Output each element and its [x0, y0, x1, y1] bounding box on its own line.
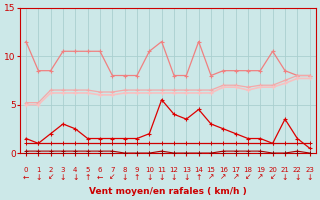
Text: ↓: ↓	[171, 172, 177, 182]
Text: ↓: ↓	[158, 172, 165, 182]
Text: ↓: ↓	[282, 172, 288, 182]
Text: ↙: ↙	[245, 172, 251, 182]
Text: ↑: ↑	[84, 172, 91, 182]
Text: ↗: ↗	[257, 172, 264, 182]
Text: ↙: ↙	[109, 172, 116, 182]
Text: ↑: ↑	[196, 172, 202, 182]
Text: ←: ←	[97, 172, 103, 182]
Text: ↙: ↙	[269, 172, 276, 182]
Text: ↙: ↙	[47, 172, 54, 182]
Text: ↗: ↗	[220, 172, 227, 182]
Text: ↗: ↗	[232, 172, 239, 182]
Text: ↓: ↓	[146, 172, 153, 182]
Text: ←: ←	[23, 172, 29, 182]
Text: ↑: ↑	[134, 172, 140, 182]
Text: ↓: ↓	[183, 172, 189, 182]
Text: ↓: ↓	[60, 172, 66, 182]
Text: ↓: ↓	[294, 172, 300, 182]
Text: ↓: ↓	[72, 172, 78, 182]
Text: ↓: ↓	[307, 172, 313, 182]
X-axis label: Vent moyen/en rafales ( km/h ): Vent moyen/en rafales ( km/h )	[89, 187, 247, 196]
Text: ↗: ↗	[208, 172, 214, 182]
Text: ↓: ↓	[122, 172, 128, 182]
Text: ↓: ↓	[35, 172, 42, 182]
